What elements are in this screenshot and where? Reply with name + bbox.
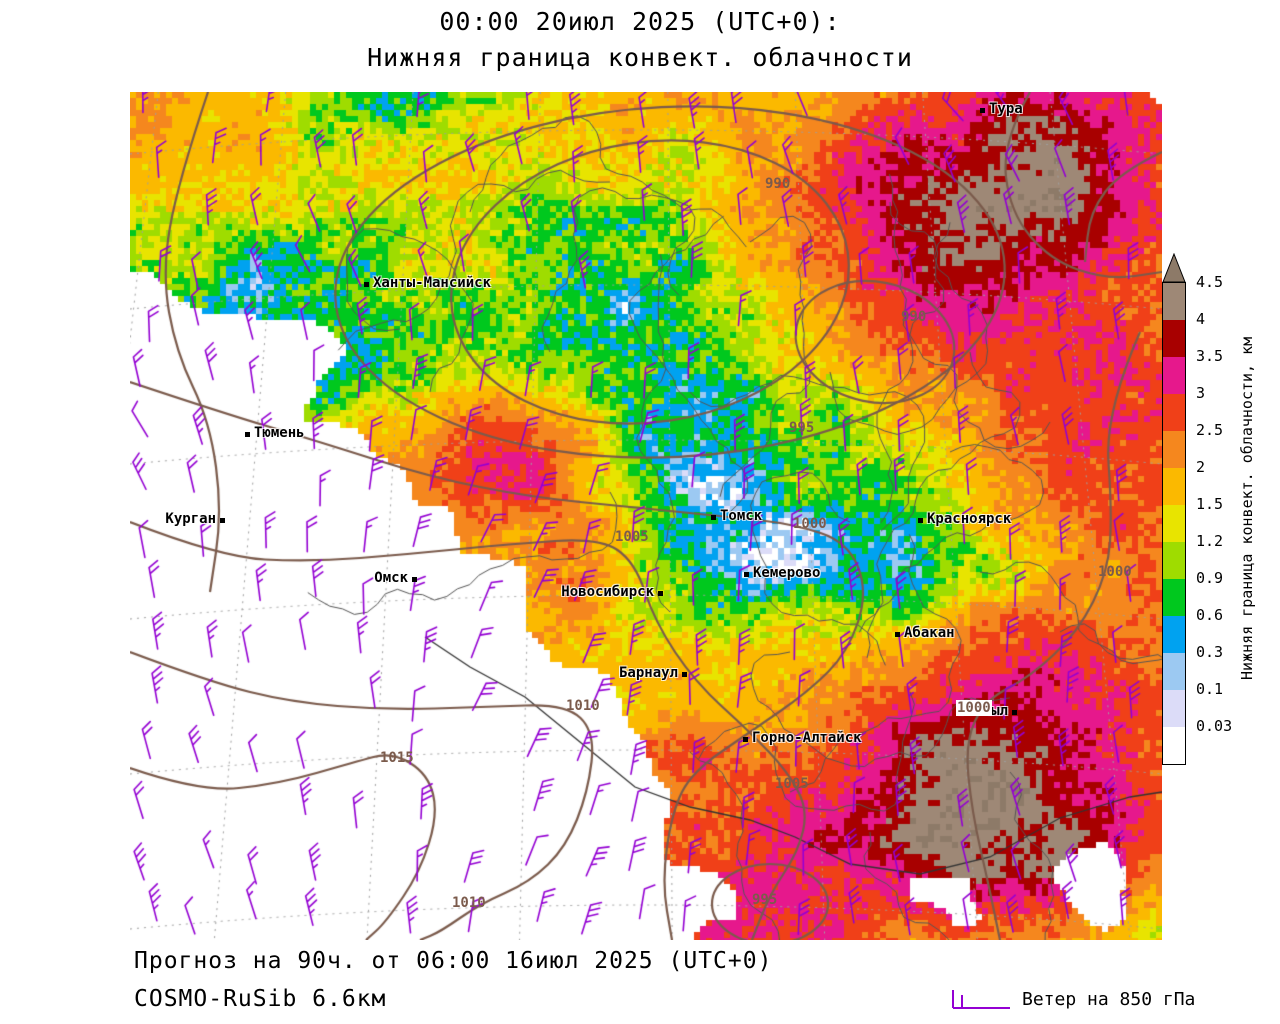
legend-band [1163,394,1185,431]
title-line1: 00:00 20июл 2025 (UTC+0): [439,7,841,36]
legend-tick-label: 2.5 [1196,421,1224,439]
legend-tick-label: 1.5 [1196,495,1224,513]
legend-band [1163,579,1185,616]
legend-axis-label: Нижняя граница конвект. облачности, км [1238,336,1256,680]
legend-band [1163,690,1185,727]
legend-band [1163,320,1185,357]
legend-tick-label: 0.3 [1196,643,1224,661]
legend-tick-label: 2 [1196,458,1206,476]
legend-tick-label: 3.5 [1196,347,1224,365]
legend-tick-label: 4 [1196,310,1206,328]
legend-tick-label: 0.6 [1196,606,1224,624]
legend-band [1163,653,1185,690]
legend-tick-label: 0.1 [1196,680,1224,698]
legend-tick-label: 0.9 [1196,569,1224,587]
legend-colorbar [1162,282,1186,765]
legend-band [1163,505,1185,542]
model-info: COSMO-RuSib 6.6км [134,986,387,1012]
map-area: Тура Ханты-Мансийск Тюмень Курган Омск Новоси… [130,92,1162,940]
forecast-info: Прогноз на 90ч. от 06:00 16июл 2025 (UTC… [134,948,773,974]
legend-tick-label: 4.5 [1196,273,1224,291]
wind-barb-icon [952,990,1010,1009]
legend-arrow-icon [1162,253,1186,283]
map-canvas [130,92,1162,940]
legend-tick-label: 0.03 [1196,717,1233,735]
legend-tick-label: 3 [1196,384,1206,402]
legend-band [1163,727,1185,764]
legend-band [1163,468,1185,505]
legend-band [1163,542,1185,579]
wind-legend: Ветер на 850 гПа [948,986,1195,1012]
legend-band [1163,616,1185,653]
title-line2: Нижняя граница конвект. облачности [367,43,913,72]
wind-legend-label: Ветер на 850 гПа [1022,988,1196,1010]
page-title: 00:00 20июл 2025 (UTC+0): Нижняя граница… [0,4,1280,76]
legend-tick-label: 1.2 [1196,532,1224,550]
legend-band [1163,283,1185,320]
legend-band [1163,357,1185,394]
legend: 4.5 4 3.5 3 2.5 2 1.5 1.2 0.9 0.6 0.3 0.1 0.03 [1162,252,1248,777]
legend-band [1163,431,1185,468]
